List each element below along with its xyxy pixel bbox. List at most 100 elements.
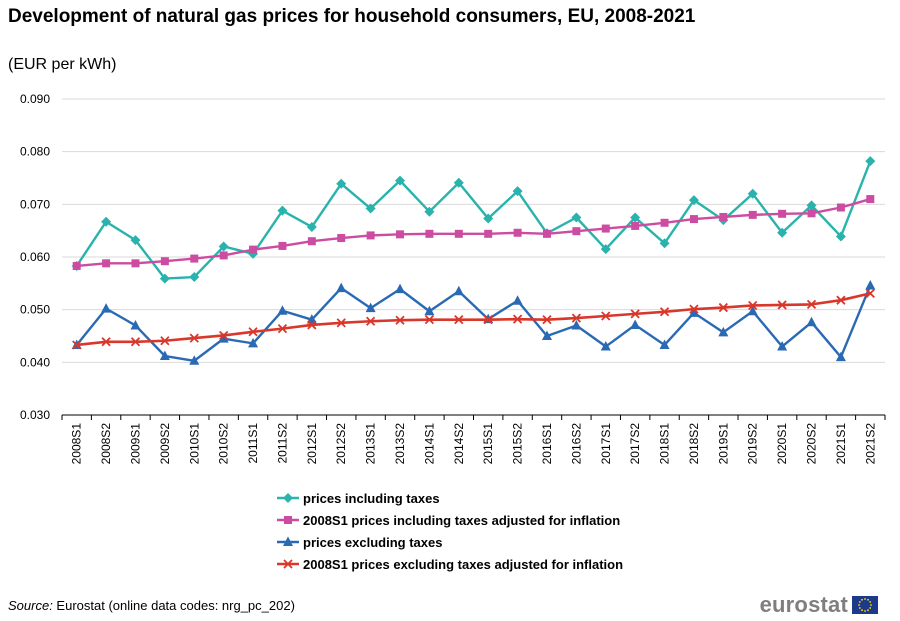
x-tick-label: 2012S2 (334, 423, 348, 465)
data-point-cross (336, 318, 346, 328)
legend-marker (283, 559, 293, 569)
legend-label: prices excluding taxes (303, 534, 443, 550)
data-point-cross (512, 314, 523, 324)
data-point-triangle (277, 305, 288, 315)
data-point-diamond (189, 272, 200, 283)
data-point-diamond (130, 235, 141, 246)
eu-flag-icon (852, 596, 878, 614)
data-point-cross (160, 336, 170, 346)
data-point-square (454, 229, 463, 238)
source-note: Source: Eurostat (online data codes: nrg… (8, 598, 295, 613)
data-point-cross (659, 307, 670, 317)
data-point-triangle (747, 305, 758, 316)
data-point-triangle (424, 305, 435, 316)
legend-label: 2008S1 prices excluding taxes adjusted f… (303, 556, 624, 572)
legend-swatch-icon (277, 559, 299, 569)
x-tick-label: 2015S1 (481, 423, 495, 465)
data-point-cross (219, 330, 229, 341)
x-tick-label: 2011S1 (246, 423, 260, 464)
logo-text: eurostat (759, 592, 848, 617)
x-tick-label: 2020S1 (775, 423, 789, 465)
series-1 (71, 156, 876, 284)
data-point-triangle (571, 319, 582, 330)
data-point-triangle (600, 341, 611, 351)
legend-swatch-icon (277, 493, 299, 503)
y-tick-label: 0.070 (20, 197, 50, 211)
data-point-diamond (453, 177, 464, 188)
data-point-diamond (747, 188, 758, 199)
data-point-square (307, 237, 316, 246)
x-tick-label: 2020S2 (805, 423, 819, 465)
data-point-square (866, 195, 875, 204)
line-chart: 0.030 0.040 0.050 0.060 0.070 0.080 0.090 2008S… (20, 92, 886, 465)
data-point-diamond (306, 221, 317, 232)
data-point-square (131, 259, 140, 268)
data-point-triangle (688, 307, 699, 317)
data-point-triangle (101, 303, 112, 313)
chart-subtitle: (EUR per kWh) (8, 56, 117, 73)
data-point-diamond (571, 212, 582, 223)
x-tick-label: 2008S2 (99, 423, 113, 465)
legend-item: 2008S1 prices including taxes adjusted f… (277, 509, 623, 531)
y-tick-label: 0.050 (20, 303, 50, 317)
legend-label: 2008S1 prices including taxes adjusted f… (303, 512, 621, 528)
legend-marker (283, 493, 293, 503)
data-point-triangle (365, 302, 376, 313)
x-tick-label: 2009S2 (158, 423, 172, 465)
data-point-cross (601, 311, 611, 321)
data-point-diamond (395, 175, 406, 186)
data-point-square (807, 209, 816, 218)
data-point-diamond (336, 178, 347, 189)
data-point-triangle (512, 295, 523, 305)
data-point-square (72, 261, 81, 270)
y-tick-label: 0.040 (20, 355, 50, 369)
data-point-cross (571, 313, 582, 323)
series-3-line (75, 284, 872, 362)
data-point-cross (483, 315, 493, 325)
data-point-diamond (777, 227, 788, 238)
data-point-diamond (483, 213, 494, 224)
data-point-diamond (630, 212, 641, 223)
data-point-square (542, 229, 551, 238)
data-point-cross (630, 309, 640, 319)
series-1-line (75, 160, 872, 280)
chart-legend: prices including taxes 2008S1 prices incl… (277, 487, 623, 575)
data-point-cross (718, 302, 728, 313)
data-point-square (396, 230, 405, 239)
data-point-cross (689, 304, 699, 314)
x-tick-label: 2010S1 (187, 423, 201, 465)
x-tick-label: 2012S1 (305, 423, 319, 465)
x-tick-label: 2008S1 (70, 423, 84, 465)
x-tick-label: 2018S1 (658, 423, 672, 465)
data-point-cross (777, 300, 787, 310)
data-point-diamond (865, 156, 876, 167)
data-point-triangle (835, 351, 846, 362)
data-point-diamond (365, 203, 376, 214)
data-point-square (160, 257, 169, 266)
series-3 (71, 279, 876, 365)
data-point-cross (424, 315, 435, 325)
x-tick-label: 2013S1 (364, 423, 378, 465)
data-point-cross (130, 337, 141, 347)
data-point-diamond (512, 186, 523, 197)
legend-marker (284, 516, 292, 524)
data-point-cross (72, 340, 82, 350)
legend-item: prices including taxes (277, 487, 623, 509)
data-point-diamond (277, 205, 288, 216)
x-tick-label: 2016S2 (569, 423, 583, 465)
source-text: Eurostat (online data codes: nrg_pc_202) (52, 598, 295, 613)
x-tick-label: 2016S1 (540, 423, 554, 465)
data-point-cross (865, 288, 875, 298)
data-point-square (660, 218, 669, 227)
source-label: Source: (8, 598, 53, 613)
x-tick-label: 2021S2 (863, 423, 877, 465)
data-point-square (836, 203, 845, 212)
data-point-diamond (159, 273, 170, 284)
data-point-cross (365, 316, 376, 326)
data-point-triangle (130, 319, 141, 330)
series-4 (72, 288, 875, 350)
legend-swatch-icon (277, 536, 299, 546)
data-point-triangle (865, 279, 876, 290)
data-point-triangle (777, 341, 788, 351)
x-tick-label: 2014S1 (422, 423, 436, 465)
